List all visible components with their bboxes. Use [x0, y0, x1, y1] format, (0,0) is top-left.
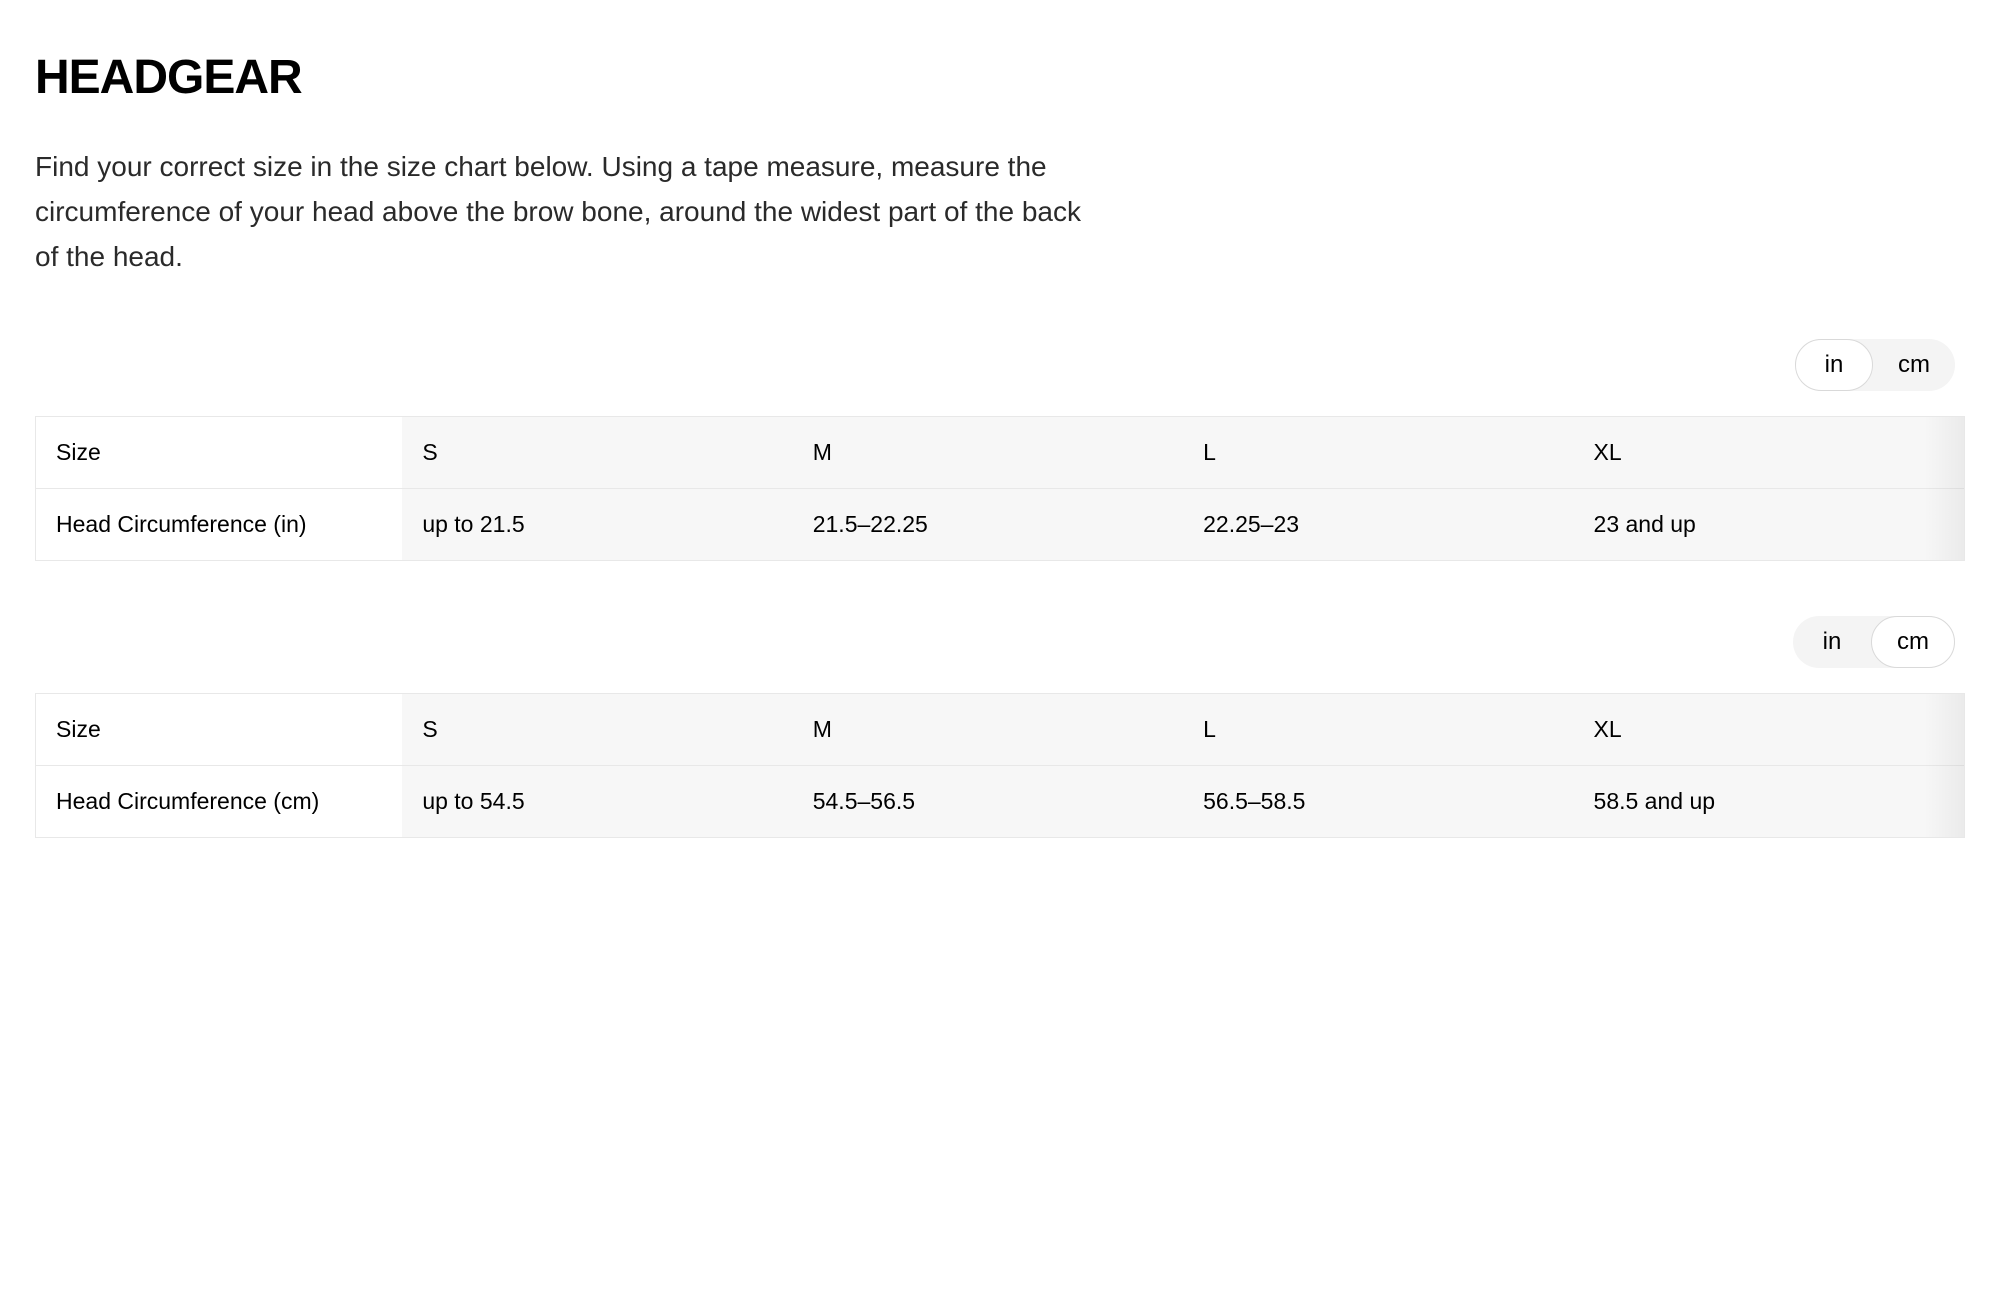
unit-toggle-container: in cm — [35, 339, 1965, 391]
description-text: Find your correct size in the size chart… — [35, 145, 1085, 279]
unit-toggle-in[interactable]: in — [1795, 339, 1873, 391]
header-size-l: L — [1183, 417, 1573, 489]
cell-l: 22.25–23 — [1183, 489, 1573, 561]
cell-m: 54.5–56.5 — [793, 766, 1183, 838]
page-title: HEADGEAR — [35, 50, 1965, 105]
table-row: Head Circumference (cm) up to 54.5 54.5–… — [36, 766, 1964, 838]
table-header-row: Size S M L XL — [36, 694, 1964, 766]
table-row: Head Circumference (in) up to 21.5 21.5–… — [36, 489, 1964, 561]
size-table-cm: Size S M L XL Head Circumference (cm) up… — [36, 694, 1964, 837]
row-label: Head Circumference (cm) — [36, 766, 402, 838]
unit-toggle-cm[interactable]: cm — [1873, 339, 1955, 391]
header-label: Size — [36, 417, 402, 489]
header-size-m: M — [793, 417, 1183, 489]
table-header-row: Size S M L XL — [36, 417, 1964, 489]
table-wrapper: Size S M L XL Head Circumference (in) up… — [35, 416, 1965, 561]
header-size-l: L — [1183, 694, 1573, 766]
unit-toggle-container: in cm — [35, 616, 1965, 668]
header-label: Size — [36, 694, 402, 766]
cell-s: up to 54.5 — [402, 766, 792, 838]
unit-toggle-cm[interactable]: cm — [1871, 616, 1955, 668]
cell-s: up to 21.5 — [402, 489, 792, 561]
cell-l: 56.5–58.5 — [1183, 766, 1573, 838]
header-size-xl: XL — [1574, 694, 1964, 766]
cell-m: 21.5–22.25 — [793, 489, 1183, 561]
header-size-xl: XL — [1574, 417, 1964, 489]
header-size-s: S — [402, 694, 792, 766]
size-chart-section-in: in cm Size S M L XL Head Circumference (… — [35, 339, 1965, 561]
header-size-m: M — [793, 694, 1183, 766]
cell-xl: 58.5 and up — [1574, 766, 1964, 838]
unit-toggle: in cm — [1795, 339, 1955, 391]
header-size-s: S — [402, 417, 792, 489]
cell-xl: 23 and up — [1574, 489, 1964, 561]
unit-toggle-in[interactable]: in — [1793, 616, 1871, 668]
size-chart-section-cm: in cm Size S M L XL Head Circumference (… — [35, 616, 1965, 838]
row-label: Head Circumference (in) — [36, 489, 402, 561]
table-wrapper: Size S M L XL Head Circumference (cm) up… — [35, 693, 1965, 838]
size-table-in: Size S M L XL Head Circumference (in) up… — [36, 417, 1964, 560]
unit-toggle: in cm — [1793, 616, 1955, 668]
